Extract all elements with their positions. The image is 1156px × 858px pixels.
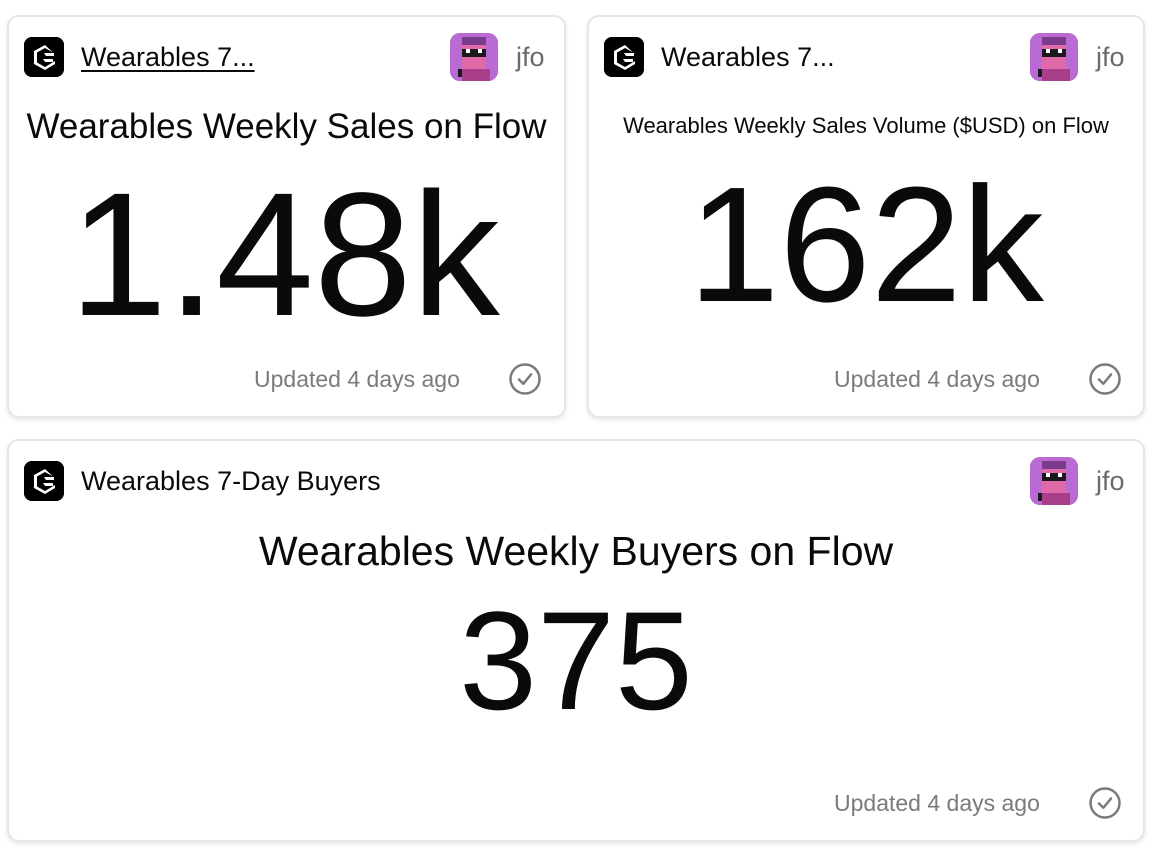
visualization-title: Wearables Weekly Buyers on Flow xyxy=(258,528,894,574)
flipside-logo-icon[interactable] xyxy=(604,37,644,77)
owner-name[interactable]: jfo xyxy=(516,42,545,72)
flipside-logo-icon[interactable] xyxy=(24,37,64,77)
check-circle-icon xyxy=(1088,786,1122,820)
flipside-logo-icon[interactable] xyxy=(24,461,64,501)
check-circle-icon xyxy=(508,362,542,396)
dashboard-card-weekly-sales: Wearables 7... jfo Wearables Weekly Sale… xyxy=(7,15,566,418)
dashboard-card-weekly-sales-volume: Wearables 7... jfo Wearables Weekly Sale… xyxy=(587,15,1145,418)
user-avatar[interactable] xyxy=(1030,457,1078,505)
updated-timestamp: Updated 4 days ago xyxy=(254,366,460,392)
user-avatar[interactable] xyxy=(450,33,498,81)
updated-timestamp: Updated 4 days ago xyxy=(834,790,1040,816)
query-title-link[interactable]: Wearables 7-Day Buyers xyxy=(81,466,381,496)
query-title-link[interactable]: Wearables 7... xyxy=(81,42,255,72)
updated-timestamp: Updated 4 days ago xyxy=(834,366,1040,392)
check-circle-icon xyxy=(1088,362,1122,396)
user-avatar[interactable] xyxy=(1030,33,1078,81)
owner-name[interactable]: jfo xyxy=(1096,466,1125,496)
query-title-link[interactable]: Wearables 7... xyxy=(661,42,835,72)
visualization-title: Wearables Weekly Sales Volume ($USD) on … xyxy=(623,113,1109,138)
counter-value: 162k xyxy=(688,153,1044,336)
counter-value: 1.48k xyxy=(69,157,500,353)
counter-value: 375 xyxy=(459,582,693,739)
visualization-title: Wearables Weekly Sales on Flow xyxy=(26,107,547,146)
dashboard-card-weekly-buyers: Wearables 7-Day Buyers jfo Wearables Wee… xyxy=(7,439,1145,842)
owner-name[interactable]: jfo xyxy=(1096,42,1125,72)
